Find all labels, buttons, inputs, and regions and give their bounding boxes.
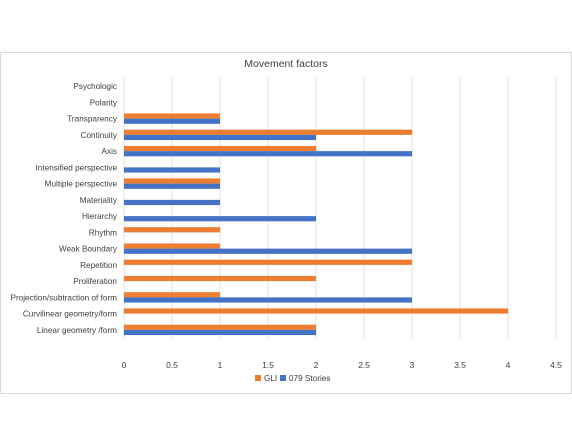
bar-gli [124,227,220,233]
bar-079-stories [124,118,220,124]
bar-079-stories [124,329,316,336]
bar-gli [124,292,220,298]
bar-gli [124,145,316,152]
bar-079-stories [124,199,220,206]
y-category-label: Linear geometry /form [37,326,117,335]
y-category-label: Axis [102,147,117,156]
y-category-label: Repetition [80,261,117,270]
x-tick-label: 2.5 [358,360,370,370]
bar-gli [124,308,508,314]
y-category-label: Weak Boundary [59,245,118,254]
y-category-label: Projection/subtraction of form [11,293,118,302]
x-tick-label: 0 [122,360,127,370]
x-tick-label: 4.5 [550,360,562,370]
bar-gli [124,113,220,119]
x-axis-tick-labels: 0 0.5 1 1.5 2 2.5 3 3.5 4 4.5 [122,360,563,370]
bar-079-stories [124,134,316,141]
legend-label-079-stories: 079 Stories [289,374,330,383]
x-tick-label: 4 [506,360,511,370]
bar-079-stories [124,183,220,189]
y-category-label: Proliferation [73,277,117,286]
y-category-label: Rhythm [89,228,117,237]
y-axis-category-labels: Psychologic Polarity Transparency Continuit… [11,82,118,335]
bar-079-stories [124,216,316,222]
bars [124,113,508,336]
y-category-label: Curvilinear geometry/form [23,310,117,319]
bar-gli [124,275,316,282]
y-category-label: Hierarchy [82,212,118,221]
x-tick-label: 1 [218,360,223,370]
y-category-label: Intensified perspective [36,163,118,172]
x-tick-label: 0.5 [166,360,178,370]
y-category-label: Polarity [90,98,118,107]
legend-swatch-079-stories [280,375,286,381]
bar-gli [124,324,316,330]
y-category-label: Psychologic [73,82,117,91]
y-category-label: Multiple perspective [45,180,118,189]
bar-079-stories [124,151,412,157]
x-tick-label: 1.5 [262,360,274,370]
bar-gli [124,259,412,265]
bar-gli [124,178,220,184]
legend-label-gli: GLI [264,374,277,383]
x-tick-label: 3.5 [454,360,466,370]
bar-079-stories [124,167,220,173]
x-tick-label: 2 [314,360,319,370]
bar-079-stories [124,248,412,254]
y-category-label: Continuity [81,131,118,140]
x-tick-label: 3 [410,360,415,370]
y-category-label: Materiality [80,196,118,205]
y-category-label: Transparency [67,115,118,124]
bar-079-stories [124,297,412,303]
legend: GLI 079 Stories [255,374,330,383]
bar-gli [124,129,412,135]
chart-title: Movement factors [244,58,327,70]
bar-gli [124,243,220,249]
legend-swatch-gli [255,375,261,381]
chart-background [0,52,572,394]
